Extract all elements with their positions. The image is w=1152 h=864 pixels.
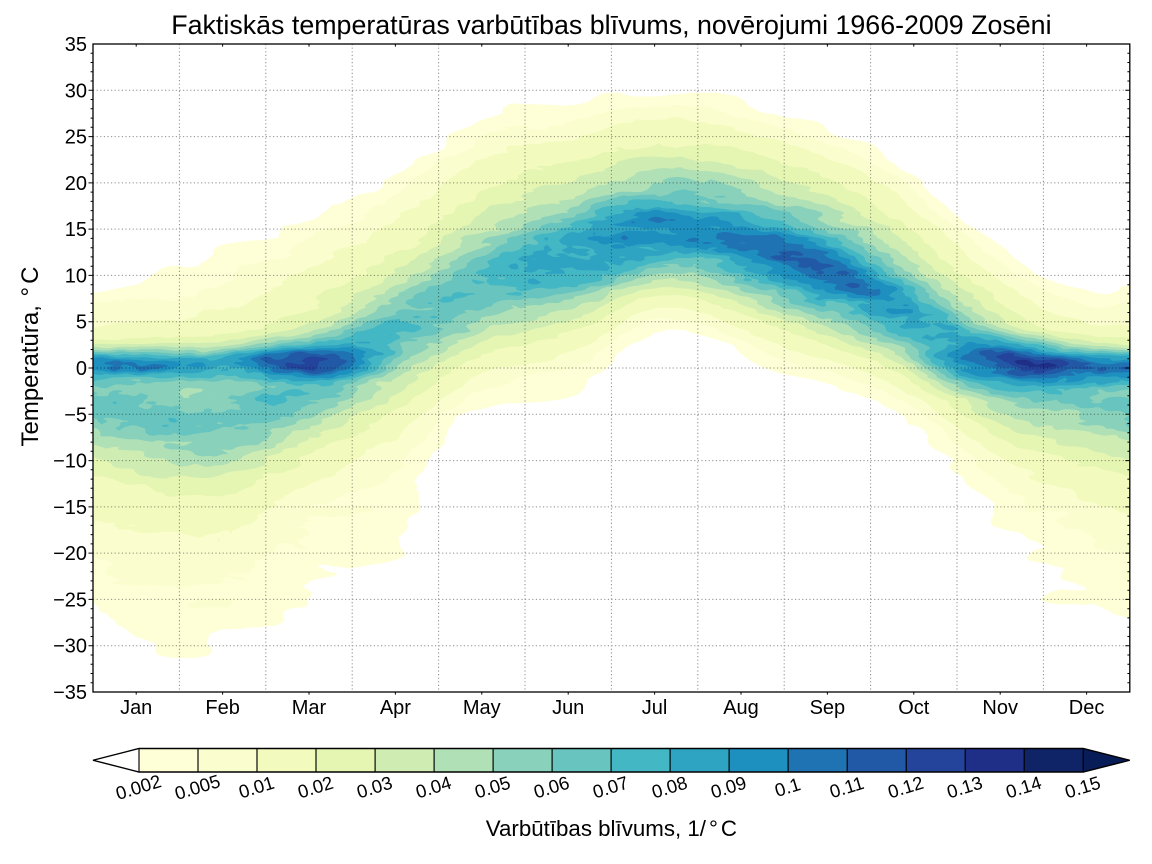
svg-text:Dec: Dec (1069, 697, 1105, 719)
svg-text:Apr: Apr (380, 697, 411, 719)
svg-text:10: 10 (65, 265, 87, 287)
svg-text:−15: −15 (53, 497, 87, 519)
svg-text:15: 15 (65, 219, 87, 241)
svg-text:Jan: Jan (120, 697, 152, 719)
svg-text:0: 0 (76, 358, 87, 380)
svg-text:−10: −10 (53, 451, 87, 473)
svg-text:Varbūtības blīvums, 1/°C: Varbūtības blīvums, 1/° C (486, 816, 737, 841)
svg-text:Aug: Aug (723, 697, 759, 719)
svg-text:Feb: Feb (205, 697, 239, 719)
svg-text:−20: −20 (53, 543, 87, 565)
svg-text:20: 20 (65, 173, 87, 195)
svg-text:Jun: Jun (552, 697, 584, 719)
svg-text:5: 5 (76, 312, 87, 334)
svg-text:−5: −5 (64, 404, 87, 426)
svg-text:30: 30 (65, 80, 87, 102)
svg-text:Mar: Mar (292, 697, 327, 719)
svg-text:Faktiskās temperatūras varbūtī: Faktiskās temperatūras varbūtības blīvum… (171, 10, 1051, 40)
svg-text:−25: −25 (53, 589, 87, 611)
svg-text:Oct: Oct (898, 697, 930, 719)
svg-text:May: May (463, 697, 501, 719)
svg-text:Jul: Jul (642, 697, 668, 719)
svg-text:Sep: Sep (810, 697, 846, 719)
svg-text:25: 25 (65, 127, 87, 149)
svg-text:Temperatūra, °C: Temperatūra, °C (17, 266, 44, 446)
svg-text:Nov: Nov (982, 697, 1018, 719)
svg-text:−35: −35 (53, 682, 87, 704)
svg-text:35: 35 (65, 34, 87, 56)
svg-text:−30: −30 (53, 636, 87, 658)
